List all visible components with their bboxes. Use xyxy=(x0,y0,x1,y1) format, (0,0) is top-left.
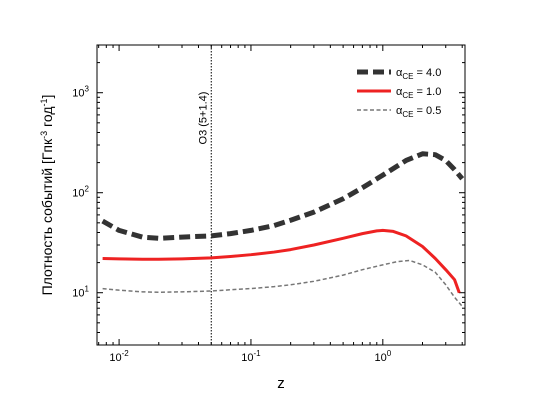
x-tick-label: 100 xyxy=(374,349,391,364)
x-tick-label: 10-1 xyxy=(241,349,261,364)
y-axis-label-mid: год xyxy=(39,107,55,131)
y-axis-label: Плотность событий [Гпк-3 год-1] xyxy=(39,95,55,296)
series-line-1 xyxy=(101,151,465,241)
series-line-2 xyxy=(102,228,461,294)
legend-label-1: αCE = 4.0 xyxy=(396,67,441,81)
o3-annotation-label: O3 (5+1.4) xyxy=(197,92,209,145)
y-axis-label-sup1: -3 xyxy=(39,131,49,139)
y-axis-label-end: ] xyxy=(39,95,55,99)
y-tick-label: 102 xyxy=(72,185,89,200)
series-lines xyxy=(101,151,465,307)
series-line-3 xyxy=(102,259,463,307)
x-axis-label: z xyxy=(277,375,285,392)
axis-ticks: 10-2 10-1 100 101 102 103 xyxy=(72,44,465,364)
legend-label-2: αCE = 1.0 xyxy=(396,86,441,100)
legend: αCE = 4.0 αCE = 1.0 αCE = 0.5 xyxy=(357,67,441,119)
x-tick-label: 10-2 xyxy=(109,349,129,364)
y-tick-label: 101 xyxy=(72,285,89,300)
plot-frame xyxy=(96,44,466,346)
legend-label-3: αCE = 0.5 xyxy=(396,105,441,119)
y-axis-label-main: Плотность событий [Гпк xyxy=(39,138,55,295)
y-axis-label-sup2: -1 xyxy=(39,98,49,106)
y-tick-label: 103 xyxy=(72,85,89,100)
